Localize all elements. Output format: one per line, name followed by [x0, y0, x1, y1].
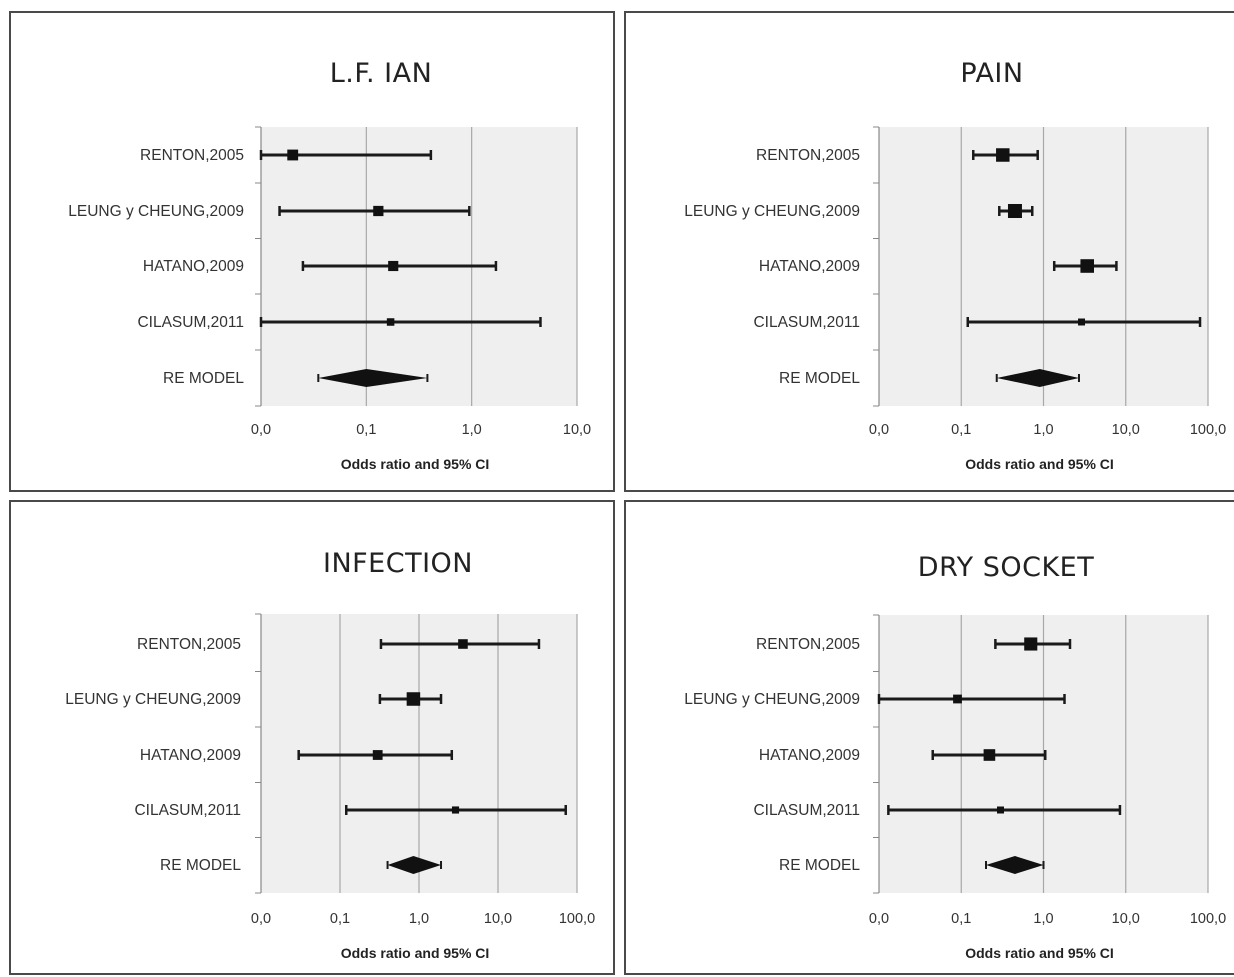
study-label: HATANO,2009 — [140, 747, 241, 764]
point-estimate — [1007, 204, 1022, 218]
x-tick-label: 10,0 — [1112, 911, 1140, 927]
panel-infection: INFECTION RENTON,2005 LEUNG y CHEUNG,2009 H… — [9, 500, 615, 975]
study-label: HATANO,2009 — [759, 747, 860, 764]
study-label: LEUNG y CHEUNG,2009 — [68, 203, 244, 220]
point-estimate — [406, 692, 421, 706]
study-label: CILASUM,2011 — [753, 314, 860, 331]
x-axis-label: Odds ratio and 95% CI — [341, 456, 490, 472]
forest-plot-dry-socket: DRY SOCKET RENTON,2005 LEUNG y CHEUNG,2009… — [684, 552, 1226, 961]
summary-diamond — [318, 369, 428, 387]
panel-dry-socket: DRY SOCKET RENTON,2005 LEUNG y CHEUNG,2009… — [624, 500, 1234, 975]
study-label: HATANO,2009 — [143, 258, 244, 275]
x-tick-label: 0,0 — [869, 422, 889, 438]
study-label: RENTON,2005 — [756, 636, 860, 653]
point-estimate — [451, 806, 460, 814]
point-estimate — [458, 639, 468, 649]
point-estimate — [1078, 318, 1086, 326]
forest-plot-infection: INFECTION RENTON,2005 LEUNG y CHEUNG,2009 H… — [65, 548, 595, 961]
study-label: LEUNG y CHEUNG,2009 — [65, 691, 241, 708]
point-estimate — [373, 205, 384, 217]
chart-title: L.F. IAN — [330, 58, 433, 89]
x-tick-label: 0,0 — [869, 911, 889, 927]
point-estimate — [388, 260, 399, 272]
x-tick-label: 10,0 — [1112, 422, 1140, 438]
chart-title: INFECTION — [323, 548, 473, 579]
x-tick-label: 0,1 — [951, 422, 971, 438]
x-axis-label: Odds ratio and 95% CI — [965, 456, 1114, 472]
point-estimate — [953, 694, 962, 704]
summary-label: RE MODEL — [779, 857, 860, 874]
summary-label: RE MODEL — [160, 857, 241, 874]
study-label: CILASUM,2011 — [137, 314, 244, 331]
summary-diamond — [387, 856, 442, 874]
point-estimate — [386, 318, 395, 326]
point-estimate — [287, 149, 299, 161]
x-tick-label: 0,0 — [251, 911, 271, 927]
study-label: RENTON,2005 — [140, 147, 244, 164]
x-tick-label: 100,0 — [1190, 422, 1226, 438]
x-tick-label: 0,0 — [251, 422, 271, 438]
study-label: RENTON,2005 — [756, 147, 860, 164]
summary-label: RE MODEL — [779, 370, 860, 387]
chart-title: PAIN — [960, 58, 1023, 89]
study-label: CILASUM,2011 — [134, 802, 241, 819]
summary-diamond — [996, 369, 1079, 387]
x-tick-label: 100,0 — [1190, 911, 1226, 927]
x-tick-label: 10,0 — [484, 911, 512, 927]
x-tick-label: 1,0 — [462, 422, 482, 438]
panel-lf-ian: L.F. IAN RENTON,2005 LEUNG y CHEUNG,2009 HA… — [9, 11, 615, 492]
chart-title: DRY SOCKET — [918, 552, 1094, 583]
study-label: LEUNG y CHEUNG,2009 — [684, 691, 860, 708]
x-tick-label: 10,0 — [563, 422, 591, 438]
study-label: RENTON,2005 — [137, 636, 241, 653]
panel-pain: PAIN RENTON,2005 LEUNG y CHEUNG,2009 HATANO… — [624, 11, 1234, 492]
point-estimate — [1024, 637, 1038, 651]
point-estimate — [983, 749, 996, 761]
x-tick-label: 1,0 — [1033, 422, 1053, 438]
forest-plot-pain: PAIN RENTON,2005 LEUNG y CHEUNG,2009 HATANO… — [684, 58, 1226, 472]
forest-plot-lf-ian: L.F. IAN RENTON,2005 LEUNG y CHEUNG,2009 HA… — [68, 58, 591, 472]
x-tick-label: 0,1 — [951, 911, 971, 927]
x-tick-label: 1,0 — [409, 911, 429, 927]
x-axis-label: Odds ratio and 95% CI — [965, 945, 1114, 961]
study-label: HATANO,2009 — [759, 258, 860, 275]
point-estimate — [372, 750, 383, 760]
x-axis-label: Odds ratio and 95% CI — [341, 945, 490, 961]
point-estimate — [996, 806, 1004, 814]
x-tick-label: 1,0 — [1033, 911, 1053, 927]
x-tick-label: 100,0 — [559, 911, 595, 927]
point-estimate — [1080, 259, 1095, 273]
summary-label: RE MODEL — [163, 370, 244, 387]
point-estimate — [996, 148, 1010, 162]
x-tick-label: 0,1 — [330, 911, 350, 927]
summary-diamond — [986, 856, 1044, 874]
study-label: CILASUM,2011 — [753, 802, 860, 819]
study-label: LEUNG y CHEUNG,2009 — [684, 203, 860, 220]
x-tick-label: 0,1 — [356, 422, 376, 438]
